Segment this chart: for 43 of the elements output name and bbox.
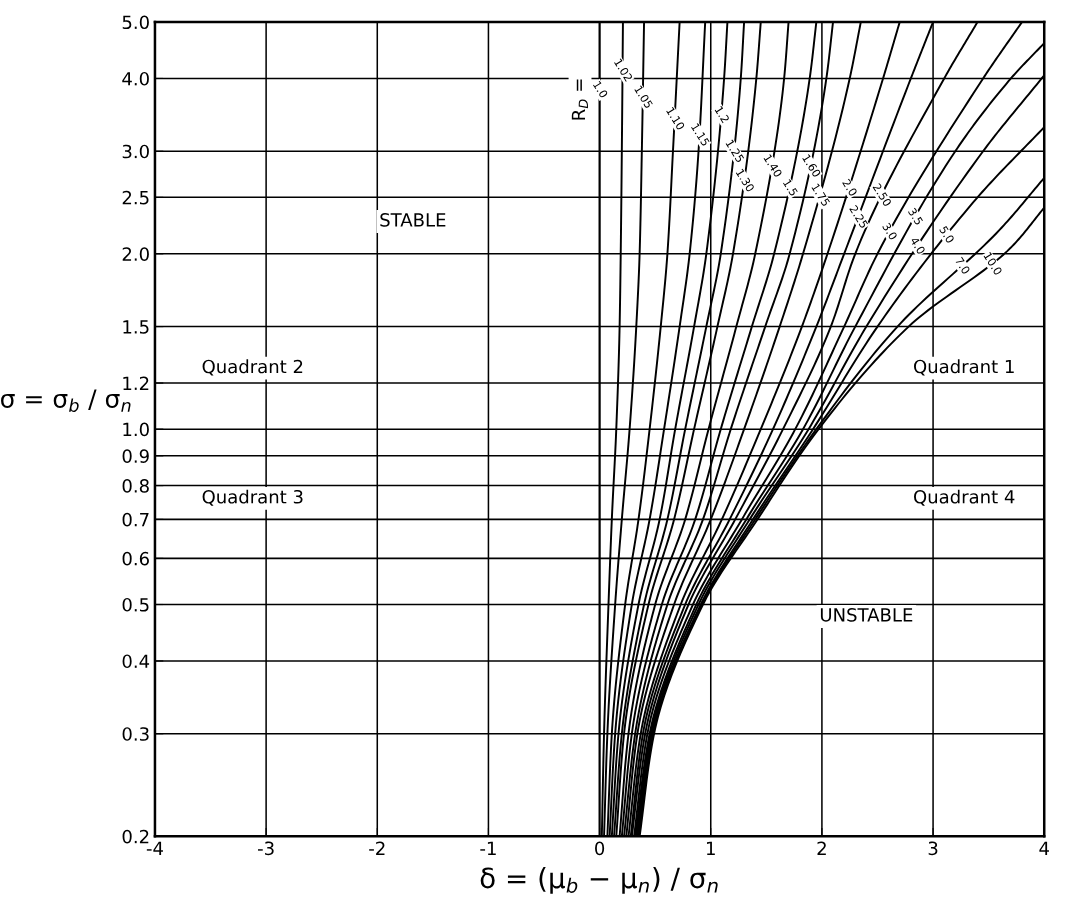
y-tick-label: 1.5 [123, 320, 149, 334]
x-tick-label: -1 [480, 841, 496, 855]
y-tick-label: 3.0 [122, 144, 149, 159]
x-tick-label: 2 [817, 841, 826, 855]
y-tick-label: 0.3 [122, 727, 149, 741]
x-axis-title: δ = (μ$_{b}$ − μ$_{n}$) / σ$_{n}$ [480, 866, 718, 894]
annotation: UNSTABLE [820, 608, 913, 622]
y-tick-label: 0.8 [122, 479, 149, 493]
y-tick-label: 5.0 [122, 15, 149, 30]
text: 1.0 [592, 80, 609, 99]
y-tick-label: 1.2 [123, 376, 149, 390]
text: 3.5 [907, 207, 924, 226]
y-axis-title: σ = σ$_{b}$ / σ$_{n}$ [1, 389, 131, 412]
annotation: Quadrant 2 [202, 359, 303, 376]
text: 7.0 [954, 256, 971, 275]
annotation: Quadrant 1 [914, 359, 1014, 376]
x-tick-label: -2 [369, 841, 385, 855]
x-tick-label: 0 [595, 841, 605, 856]
y-tick-label: 2.5 [122, 190, 149, 205]
text: 3.0 [882, 222, 898, 241]
y-tick-label: 1.0 [123, 422, 149, 437]
y-tick-label: 0.9 [122, 449, 149, 463]
annotation: STABLE [380, 213, 446, 227]
text: 2.0 [842, 178, 858, 197]
x-tick-label: 3 [928, 841, 938, 856]
annotation: Quadrant 3 [202, 489, 303, 506]
text: 1.2 [714, 105, 730, 124]
y-tick-label: 2.0 [122, 247, 149, 261]
x-tick-label: -4 [146, 841, 163, 855]
y-tick-label: 0.6 [122, 551, 149, 566]
x-tick-label: 1 [706, 841, 715, 855]
y-tick-label: 4.0 [122, 71, 149, 86]
text: 5.0 [939, 225, 955, 244]
annotation: R$_{D}$ = [571, 79, 588, 120]
x-tick-label: 4 [1039, 841, 1049, 855]
y-tick-label: 0.4 [122, 654, 150, 669]
annotation: Quadrant 4 [914, 489, 1015, 506]
x-tick-label: -3 [258, 841, 274, 856]
y-tick-label: 0.7 [122, 512, 149, 527]
y-tick-label: 0.5 [122, 597, 149, 612]
y-tick-label: 0.2 [122, 829, 149, 844]
text: 1.5 [782, 178, 799, 197]
text: 4.0 [909, 236, 926, 255]
